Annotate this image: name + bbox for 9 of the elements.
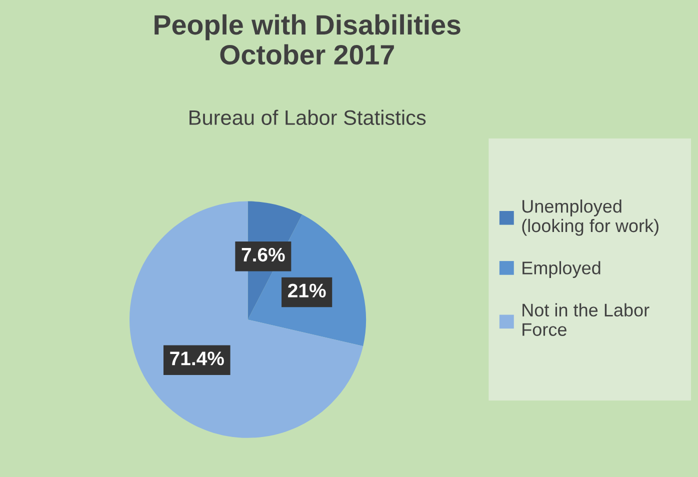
chart-subtitle: Bureau of Labor Statistics [190,110,426,126]
data-label: 7.6% [242,248,285,262]
data-label: 21% [288,284,326,298]
pie-slice [130,201,364,438]
legend-label: Employed [522,261,600,278]
chart-title: People with Disabilities October 2017 [154,14,460,65]
legend-label: Not in the Labor Force [522,303,650,336]
data-label: 71.4% [170,352,224,366]
legend-label: Unemployed (looking for work) [522,199,658,236]
